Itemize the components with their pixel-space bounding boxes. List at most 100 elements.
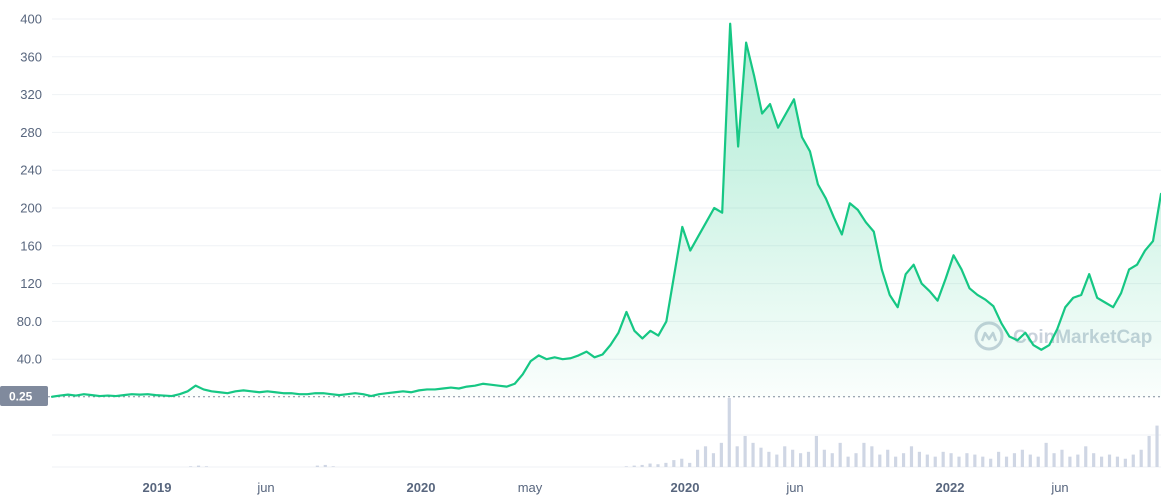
volume-bar bbox=[1020, 449, 1024, 467]
volume-bar bbox=[743, 435, 747, 467]
volume-bar bbox=[1123, 458, 1127, 467]
volume-bar bbox=[909, 446, 914, 467]
price-line bbox=[50, 22, 1161, 398]
volume-bar bbox=[648, 463, 652, 467]
volume-bar bbox=[783, 446, 787, 467]
volume-bar bbox=[1044, 442, 1048, 467]
volume-bar bbox=[1028, 454, 1032, 467]
volume-bar bbox=[696, 449, 700, 467]
volume-bar bbox=[632, 465, 636, 467]
x-tick-label: jun bbox=[785, 480, 803, 495]
volume-bar bbox=[933, 456, 937, 467]
volume-bar bbox=[1036, 456, 1040, 467]
volume-bar bbox=[1131, 454, 1135, 467]
volume-bar bbox=[727, 398, 731, 467]
baseline-price-label: 0.25 bbox=[9, 390, 33, 404]
volume-bar bbox=[862, 442, 866, 467]
volume-bar bbox=[672, 460, 676, 467]
volume-bar bbox=[830, 453, 834, 467]
volume-bar bbox=[870, 446, 874, 467]
volume-bar bbox=[688, 462, 692, 467]
volume-bar bbox=[624, 466, 628, 467]
volume-bars bbox=[189, 398, 1159, 467]
volume-bar bbox=[196, 465, 201, 467]
price-area-fill bbox=[52, 23, 1161, 397]
volume-bar bbox=[204, 466, 209, 467]
volume-bar bbox=[1076, 454, 1080, 467]
volume-bar bbox=[1012, 453, 1017, 467]
volume-bar bbox=[751, 442, 755, 467]
price-area bbox=[50, 22, 1161, 398]
volume-bar bbox=[711, 453, 716, 467]
volume-bar bbox=[640, 464, 644, 467]
volume-bar bbox=[973, 454, 977, 467]
volume-bar bbox=[703, 446, 708, 467]
volume-bar bbox=[735, 446, 739, 467]
baseline-price-badge bbox=[0, 386, 48, 406]
volume-bar bbox=[680, 458, 684, 467]
volume-bar bbox=[854, 453, 858, 467]
volume-bar bbox=[814, 435, 818, 467]
y-tick-label: 240 bbox=[20, 163, 42, 178]
volume-bar bbox=[798, 453, 803, 467]
volume-bar bbox=[894, 456, 898, 467]
volume-bar bbox=[846, 456, 850, 467]
volume-bar bbox=[1115, 456, 1120, 467]
y-tick-label: 80.0 bbox=[17, 314, 42, 329]
volume-bar bbox=[767, 451, 771, 467]
y-tick-label: 400 bbox=[20, 12, 42, 27]
x-tick-label: may bbox=[518, 480, 543, 495]
volume-bar bbox=[981, 456, 985, 467]
volume-bar bbox=[822, 449, 826, 467]
volume-bar bbox=[941, 451, 945, 467]
volume-bar bbox=[1147, 435, 1151, 467]
volume-bar bbox=[323, 464, 327, 467]
volume-bar bbox=[949, 453, 953, 467]
volume-bar bbox=[775, 454, 779, 467]
y-axis-ticks: 40.0 80.0 120 160 200 240 280 320 360 400 bbox=[17, 12, 42, 367]
volume-bar bbox=[997, 451, 1001, 467]
volume-bar bbox=[925, 454, 929, 467]
volume-bar bbox=[965, 453, 969, 467]
volume-bar bbox=[1004, 456, 1009, 467]
volume-bar bbox=[656, 464, 660, 467]
volume-bar bbox=[719, 442, 723, 467]
y-tick-label: 200 bbox=[20, 201, 42, 216]
grid-lines bbox=[52, 18, 1161, 468]
x-tick-label: jun bbox=[256, 480, 274, 495]
volume-bar bbox=[878, 454, 882, 467]
volume-bar bbox=[838, 442, 842, 467]
volume-bar bbox=[1092, 453, 1096, 467]
x-axis-ticks: 2019 jun 2020 may 2020 jun 2022 jun bbox=[143, 480, 1069, 495]
y-tick-label: 120 bbox=[20, 276, 42, 291]
volume-bar bbox=[901, 453, 906, 467]
volume-bar bbox=[989, 458, 993, 467]
volume-bar bbox=[315, 465, 319, 467]
y-tick-label: 40.0 bbox=[17, 352, 42, 367]
x-tick-label: 2020 bbox=[671, 480, 700, 495]
volume-bar bbox=[1068, 456, 1072, 467]
y-tick-label: 280 bbox=[20, 125, 42, 140]
volume-bar bbox=[1155, 425, 1159, 467]
volume-bar bbox=[1107, 454, 1112, 467]
volume-bar bbox=[664, 462, 668, 467]
volume-bar bbox=[886, 449, 890, 467]
volume-bar bbox=[1139, 449, 1143, 467]
volume-bar bbox=[189, 466, 193, 467]
volume-bar bbox=[1100, 456, 1104, 467]
x-tick-label: jun bbox=[1050, 480, 1068, 495]
volume-bar bbox=[759, 447, 763, 467]
volume-bar bbox=[1084, 446, 1088, 467]
volume-bar bbox=[1060, 449, 1064, 467]
x-tick-label: 2019 bbox=[143, 480, 172, 495]
volume-bar bbox=[957, 456, 961, 467]
volume-bar bbox=[791, 449, 795, 467]
x-tick-label: 2022 bbox=[936, 480, 965, 495]
volume-bar bbox=[1052, 453, 1056, 467]
y-tick-label: 160 bbox=[20, 238, 42, 253]
y-tick-label: 320 bbox=[20, 87, 42, 102]
volume-bar bbox=[331, 466, 335, 467]
x-tick-label: 2020 bbox=[407, 480, 436, 495]
y-tick-label: 360 bbox=[20, 49, 42, 64]
